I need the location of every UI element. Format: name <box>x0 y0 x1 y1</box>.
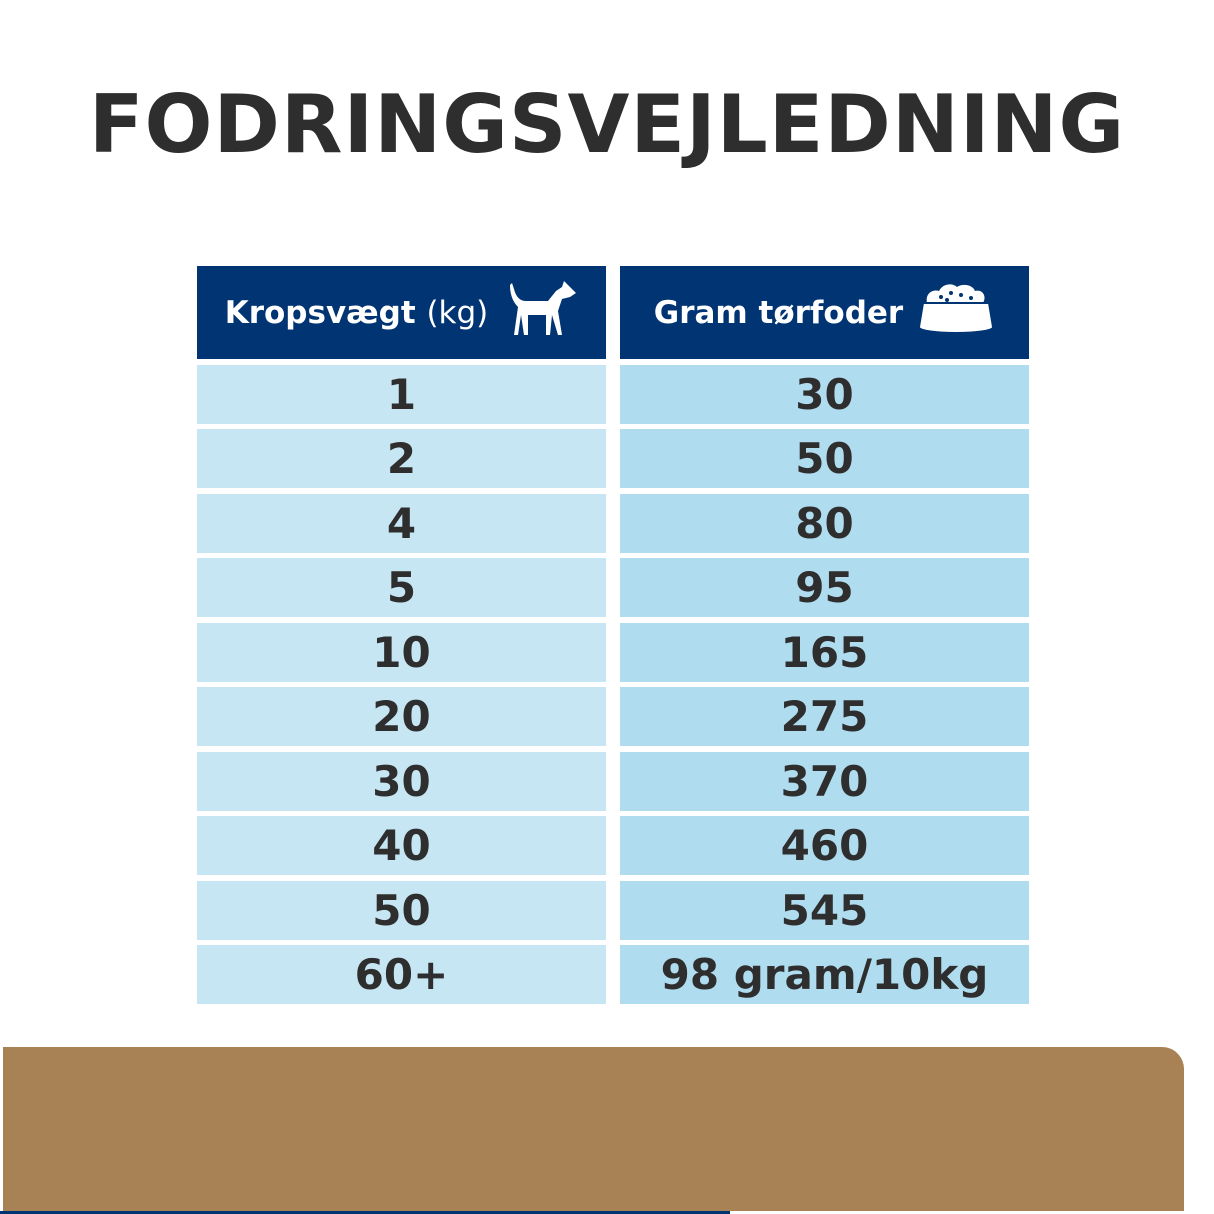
page-title: FODRINGSVEJLEDNING <box>88 78 1126 171</box>
header-weight-unit: (kg) <box>426 294 489 331</box>
weight-cell: 40 <box>197 816 606 875</box>
table-row: 60+ 98 gram/10kg <box>197 945 1029 1004</box>
grams-cell: 275 <box>620 687 1029 746</box>
bottom-band <box>3 1047 1184 1211</box>
grams-cell: 545 <box>620 880 1029 940</box>
grams-cell: 50 <box>620 429 1029 488</box>
weight-cell: 2 <box>197 429 606 488</box>
dog-icon <box>502 279 578 347</box>
grams-cell: 460 <box>620 816 1029 875</box>
weight-cell: 30 <box>197 751 606 811</box>
table-row: 2 50 <box>197 429 1029 488</box>
table-row: 10 165 <box>197 622 1029 682</box>
food-bowl-icon <box>917 281 995 345</box>
feeding-table: Kropsvægt (kg) Gram tørfoder 1 30 2 50 4 80 5 9… <box>197 266 1029 1004</box>
header-weight-label: Kropsvægt <box>224 294 416 331</box>
weight-cell: 20 <box>197 687 606 746</box>
header-weight: Kropsvægt (kg) <box>197 266 606 359</box>
weight-cell: 1 <box>197 364 606 424</box>
grams-cell: 370 <box>620 751 1029 811</box>
grams-cell: 165 <box>620 622 1029 682</box>
grams-cell: 80 <box>620 493 1029 553</box>
table-row: 4 80 <box>197 493 1029 553</box>
weight-cell: 60+ <box>197 945 606 1004</box>
grams-cell: 98 gram/10kg <box>620 945 1029 1004</box>
header-food-label: Gram tørfoder <box>653 294 904 331</box>
table-row: 20 275 <box>197 687 1029 746</box>
weight-cell: 5 <box>197 558 606 617</box>
grams-cell: 30 <box>620 364 1029 424</box>
table-row: 5 95 <box>197 558 1029 617</box>
table-row: 50 545 <box>197 880 1029 940</box>
table-header: Kropsvægt (kg) Gram tørfoder <box>197 266 1029 359</box>
table-row: 40 460 <box>197 816 1029 875</box>
table-row: 1 30 <box>197 364 1029 424</box>
table-row: 30 370 <box>197 751 1029 811</box>
bottom-strip <box>0 1211 730 1214</box>
weight-cell: 4 <box>197 493 606 553</box>
header-food: Gram tørfoder <box>620 266 1029 359</box>
weight-cell: 50 <box>197 880 606 940</box>
grams-cell: 95 <box>620 558 1029 617</box>
weight-cell: 10 <box>197 622 606 682</box>
